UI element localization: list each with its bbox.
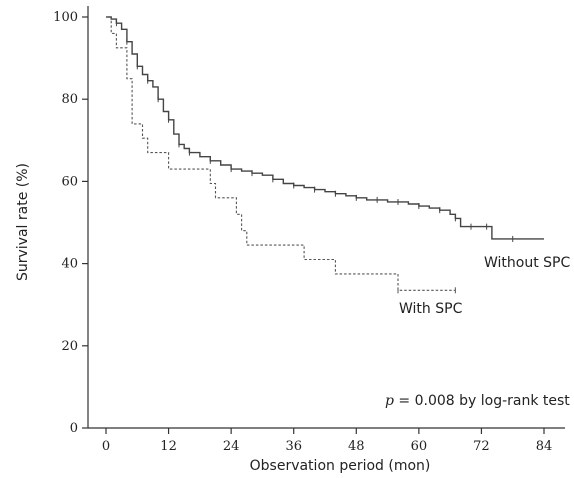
x-axis-label: Observation period (mon) bbox=[250, 458, 431, 474]
label-with-spc: With SPC bbox=[399, 301, 463, 317]
label-without-spc: Without SPC bbox=[484, 255, 570, 271]
x-tick-label: 36 bbox=[285, 439, 302, 454]
y-axis-label: Survival rate (%) bbox=[15, 163, 31, 281]
series bbox=[106, 16, 544, 294]
y-tick-label: 0 bbox=[70, 421, 78, 436]
x-tick-label: 0 bbox=[102, 439, 110, 454]
x-tick-label: 48 bbox=[348, 439, 365, 454]
pvalue-rest: = 0.008 by log-rank test bbox=[394, 393, 570, 409]
without-spc-curve bbox=[106, 16, 544, 240]
with-spc-curve bbox=[106, 16, 456, 291]
y-tick-label: 20 bbox=[61, 339, 78, 354]
x-tick-label: 72 bbox=[473, 439, 490, 454]
pvalue-p: p bbox=[385, 393, 394, 409]
x-tick-label: 84 bbox=[536, 439, 553, 454]
y-tick-label: 100 bbox=[53, 10, 78, 25]
axes bbox=[87, 6, 565, 429]
y-tick-label: 40 bbox=[61, 257, 78, 272]
x-tick-label: 24 bbox=[223, 439, 240, 454]
x-tick-label: 60 bbox=[411, 439, 428, 454]
y-tick-label: 60 bbox=[61, 174, 78, 189]
x-tick-label: 12 bbox=[160, 439, 177, 454]
pvalue-annotation: p = 0.008 by log-rank test bbox=[385, 393, 570, 409]
ticks: 0 20 40 60 80 100 0 12 24 36 48 60 72 84 bbox=[53, 10, 552, 454]
y-tick-label: 80 bbox=[61, 92, 78, 107]
